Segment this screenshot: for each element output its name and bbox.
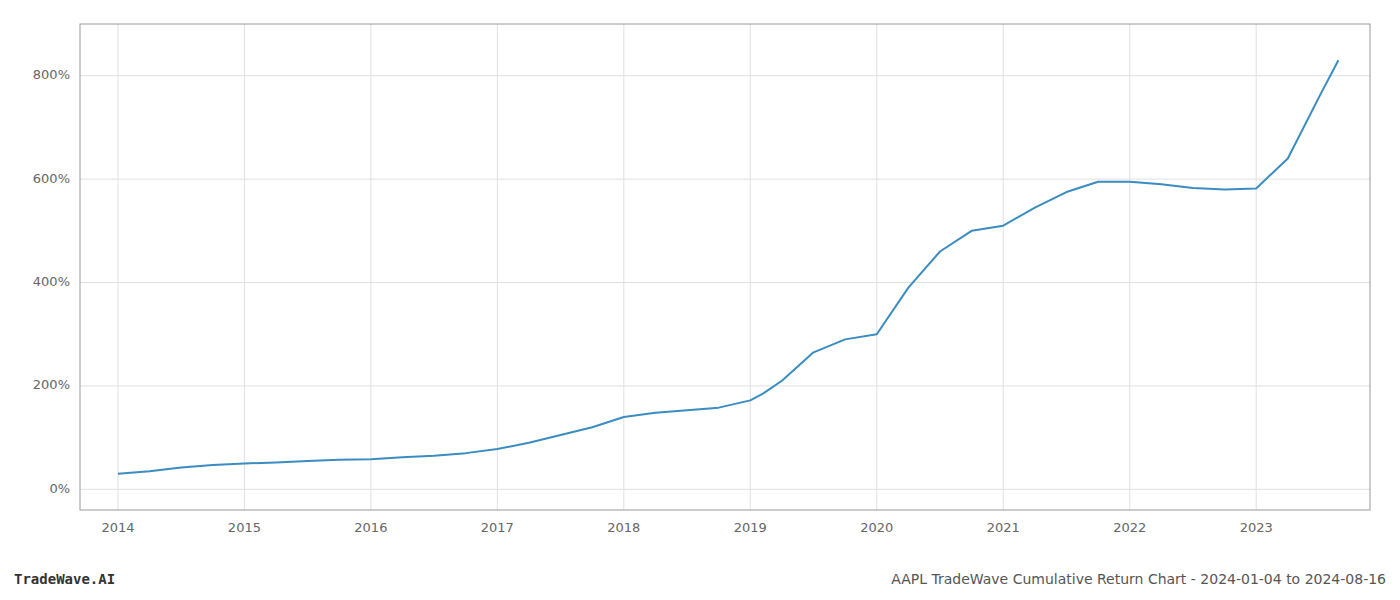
x-grid-line — [1129, 24, 1130, 510]
watermark: TradeWave.AI — [14, 571, 115, 587]
x-grid-line — [117, 24, 118, 510]
y-grid-line — [80, 385, 1370, 386]
series-line — [118, 60, 1338, 474]
axes: 0% 200% 400% 600% 800% 2014 2015 2016 2017 2018 20… — [33, 24, 1370, 535]
chart: 0% 200% 400% 600% 800% 2014 2015 2016 2017 2018 20… — [0, 0, 1400, 600]
x-grid-line — [497, 24, 498, 510]
y-tick-label: 800% — [33, 67, 70, 82]
plot-frame — [80, 24, 1370, 510]
x-grid-line — [876, 24, 877, 510]
y-tick-label: 600% — [33, 171, 70, 186]
x-grid-line — [370, 24, 371, 510]
x-tick-label: 2021 — [987, 520, 1020, 535]
x-tick-label: 2016 — [354, 520, 387, 535]
grid — [80, 24, 1370, 510]
x-grid-line — [244, 24, 245, 510]
y-grid-line — [80, 282, 1370, 283]
x-tick-label: 2014 — [101, 520, 134, 535]
x-tick-label: 2022 — [1113, 520, 1146, 535]
title: AAPL TradeWave Cumulative Return Chart -… — [891, 571, 1386, 587]
texts: TradeWave.AI AAPL TradeWave Cumulative Re… — [14, 571, 1386, 587]
y-grid-line — [80, 489, 1370, 490]
x-grid-line — [623, 24, 624, 510]
x-tick-label: 2019 — [734, 520, 767, 535]
x-tick-label: 2018 — [607, 520, 640, 535]
x-grid-line — [1256, 24, 1257, 510]
y-tick-label: 200% — [33, 377, 70, 392]
data — [118, 60, 1338, 474]
x-tick-label: 2023 — [1240, 520, 1273, 535]
y-tick-label: 400% — [33, 274, 70, 289]
x-grid-line — [750, 24, 751, 510]
y-tick-label: 0% — [49, 481, 70, 496]
y-grid-line — [80, 179, 1370, 180]
x-tick-label: 2017 — [481, 520, 514, 535]
x-tick-label: 2020 — [860, 520, 893, 535]
x-grid-line — [1003, 24, 1004, 510]
x-tick-label: 2015 — [228, 520, 261, 535]
y-grid-line — [80, 75, 1370, 76]
